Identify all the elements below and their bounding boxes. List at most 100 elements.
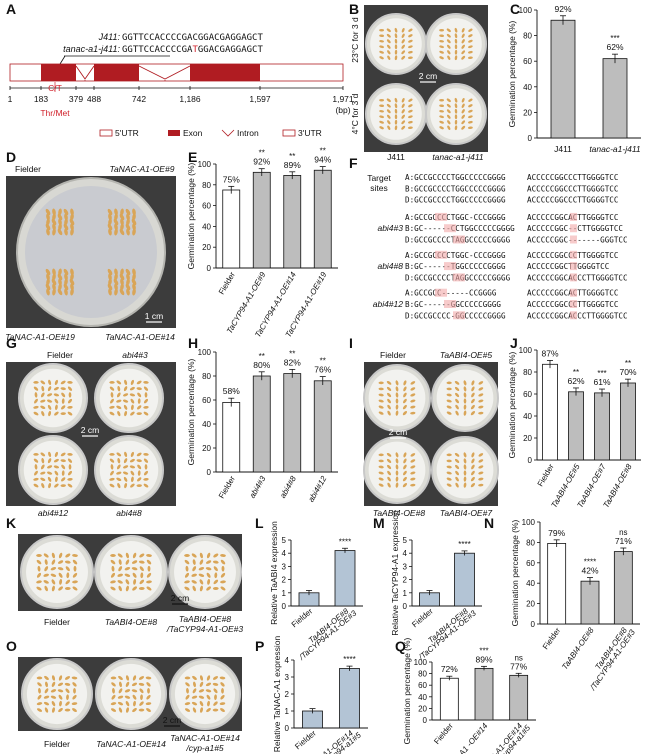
seed — [143, 453, 149, 456]
seed — [387, 410, 391, 416]
seed — [463, 386, 467, 392]
legend-item-label: 3'UTR — [298, 128, 322, 138]
genotype-tag: abi4#3 — [377, 223, 403, 233]
alignment-seq-right: ACCCCCGGCACCCTTGGGGTCC — [527, 273, 628, 282]
mutation-highlight — [570, 311, 577, 320]
plate-label: Fielder — [380, 350, 406, 360]
seed — [126, 278, 130, 286]
mutation-highlight — [435, 250, 447, 259]
panel-letter-e: E — [188, 149, 197, 165]
seed — [461, 125, 466, 130]
seed — [70, 228, 74, 236]
seed — [206, 572, 211, 578]
mutation-highlight — [453, 235, 465, 244]
seed — [51, 552, 55, 559]
seed — [47, 458, 52, 464]
seed — [71, 702, 78, 706]
seed — [213, 579, 219, 585]
seed — [446, 381, 452, 385]
y-tick-label: 0 — [403, 602, 408, 611]
seed — [120, 208, 124, 216]
seed — [44, 707, 49, 713]
seed — [199, 585, 203, 592]
seed — [33, 477, 39, 481]
seed — [478, 381, 484, 385]
seed — [125, 223, 131, 231]
seed — [468, 56, 473, 59]
seed-cluster — [45, 268, 75, 296]
significance-label: ** — [320, 357, 326, 366]
y-axis-label: Germination percentage (%) — [186, 162, 196, 269]
seed — [455, 398, 460, 404]
significance-label: *** — [479, 646, 488, 655]
seed — [185, 565, 189, 572]
panel-b-photo: 2 cm — [364, 5, 488, 152]
seed — [131, 682, 138, 687]
seed — [110, 708, 117, 712]
seed — [110, 559, 116, 565]
seed — [131, 278, 137, 286]
seed — [69, 278, 75, 286]
dish-paper — [26, 541, 88, 603]
seed — [143, 398, 149, 404]
seed — [447, 125, 451, 130]
seed — [395, 458, 399, 464]
mutation-highlight — [570, 288, 577, 297]
seed — [387, 470, 392, 476]
seed — [184, 554, 190, 557]
seed — [37, 694, 42, 700]
seed — [455, 482, 459, 488]
seed — [461, 44, 465, 49]
seed — [379, 50, 384, 54]
seed — [131, 218, 137, 226]
seed — [58, 552, 63, 559]
seed — [144, 464, 148, 470]
seed — [45, 208, 51, 216]
seed — [33, 483, 39, 488]
seed — [52, 273, 56, 281]
seed — [124, 451, 128, 458]
seed — [108, 278, 112, 286]
seed — [111, 565, 115, 572]
seed — [54, 483, 59, 488]
seed — [410, 477, 416, 481]
seed — [408, 50, 413, 54]
seed — [51, 559, 56, 565]
seed — [125, 552, 129, 559]
seed — [60, 412, 66, 415]
seed — [184, 708, 191, 712]
seed — [394, 55, 398, 61]
dish-paper — [436, 441, 494, 499]
seed — [53, 458, 59, 463]
y-axis-label: Germination percentage (%) — [402, 637, 412, 744]
legend-swatch — [168, 130, 180, 136]
y-tick-label: 4 — [403, 549, 408, 558]
seed — [36, 580, 42, 584]
bar — [547, 543, 567, 625]
plate-label: TaABI4-OE#5 — [440, 350, 492, 360]
seed — [119, 273, 125, 281]
y-tick-label: 40 — [418, 693, 427, 702]
seed — [199, 701, 204, 707]
seed — [455, 470, 460, 476]
panel-letter-i: I — [349, 335, 353, 351]
legend-swatch — [221, 129, 235, 137]
seed — [446, 405, 452, 409]
seed — [131, 689, 138, 693]
seed — [58, 707, 63, 713]
seed — [64, 278, 68, 286]
seed — [107, 223, 113, 231]
seed — [205, 682, 212, 687]
dish-paper — [368, 369, 426, 427]
seed — [47, 404, 52, 410]
seed — [67, 458, 73, 463]
value-label: 71% — [615, 536, 632, 546]
seed — [454, 125, 458, 131]
seed — [46, 288, 50, 296]
x-tick-label: J411 — [554, 144, 572, 154]
seed — [143, 381, 149, 384]
seed — [220, 708, 225, 713]
plate-label-oe19: TaNAC-A1-OE#19 — [5, 332, 75, 342]
significance-label: ** — [259, 149, 265, 158]
seed — [110, 392, 114, 398]
